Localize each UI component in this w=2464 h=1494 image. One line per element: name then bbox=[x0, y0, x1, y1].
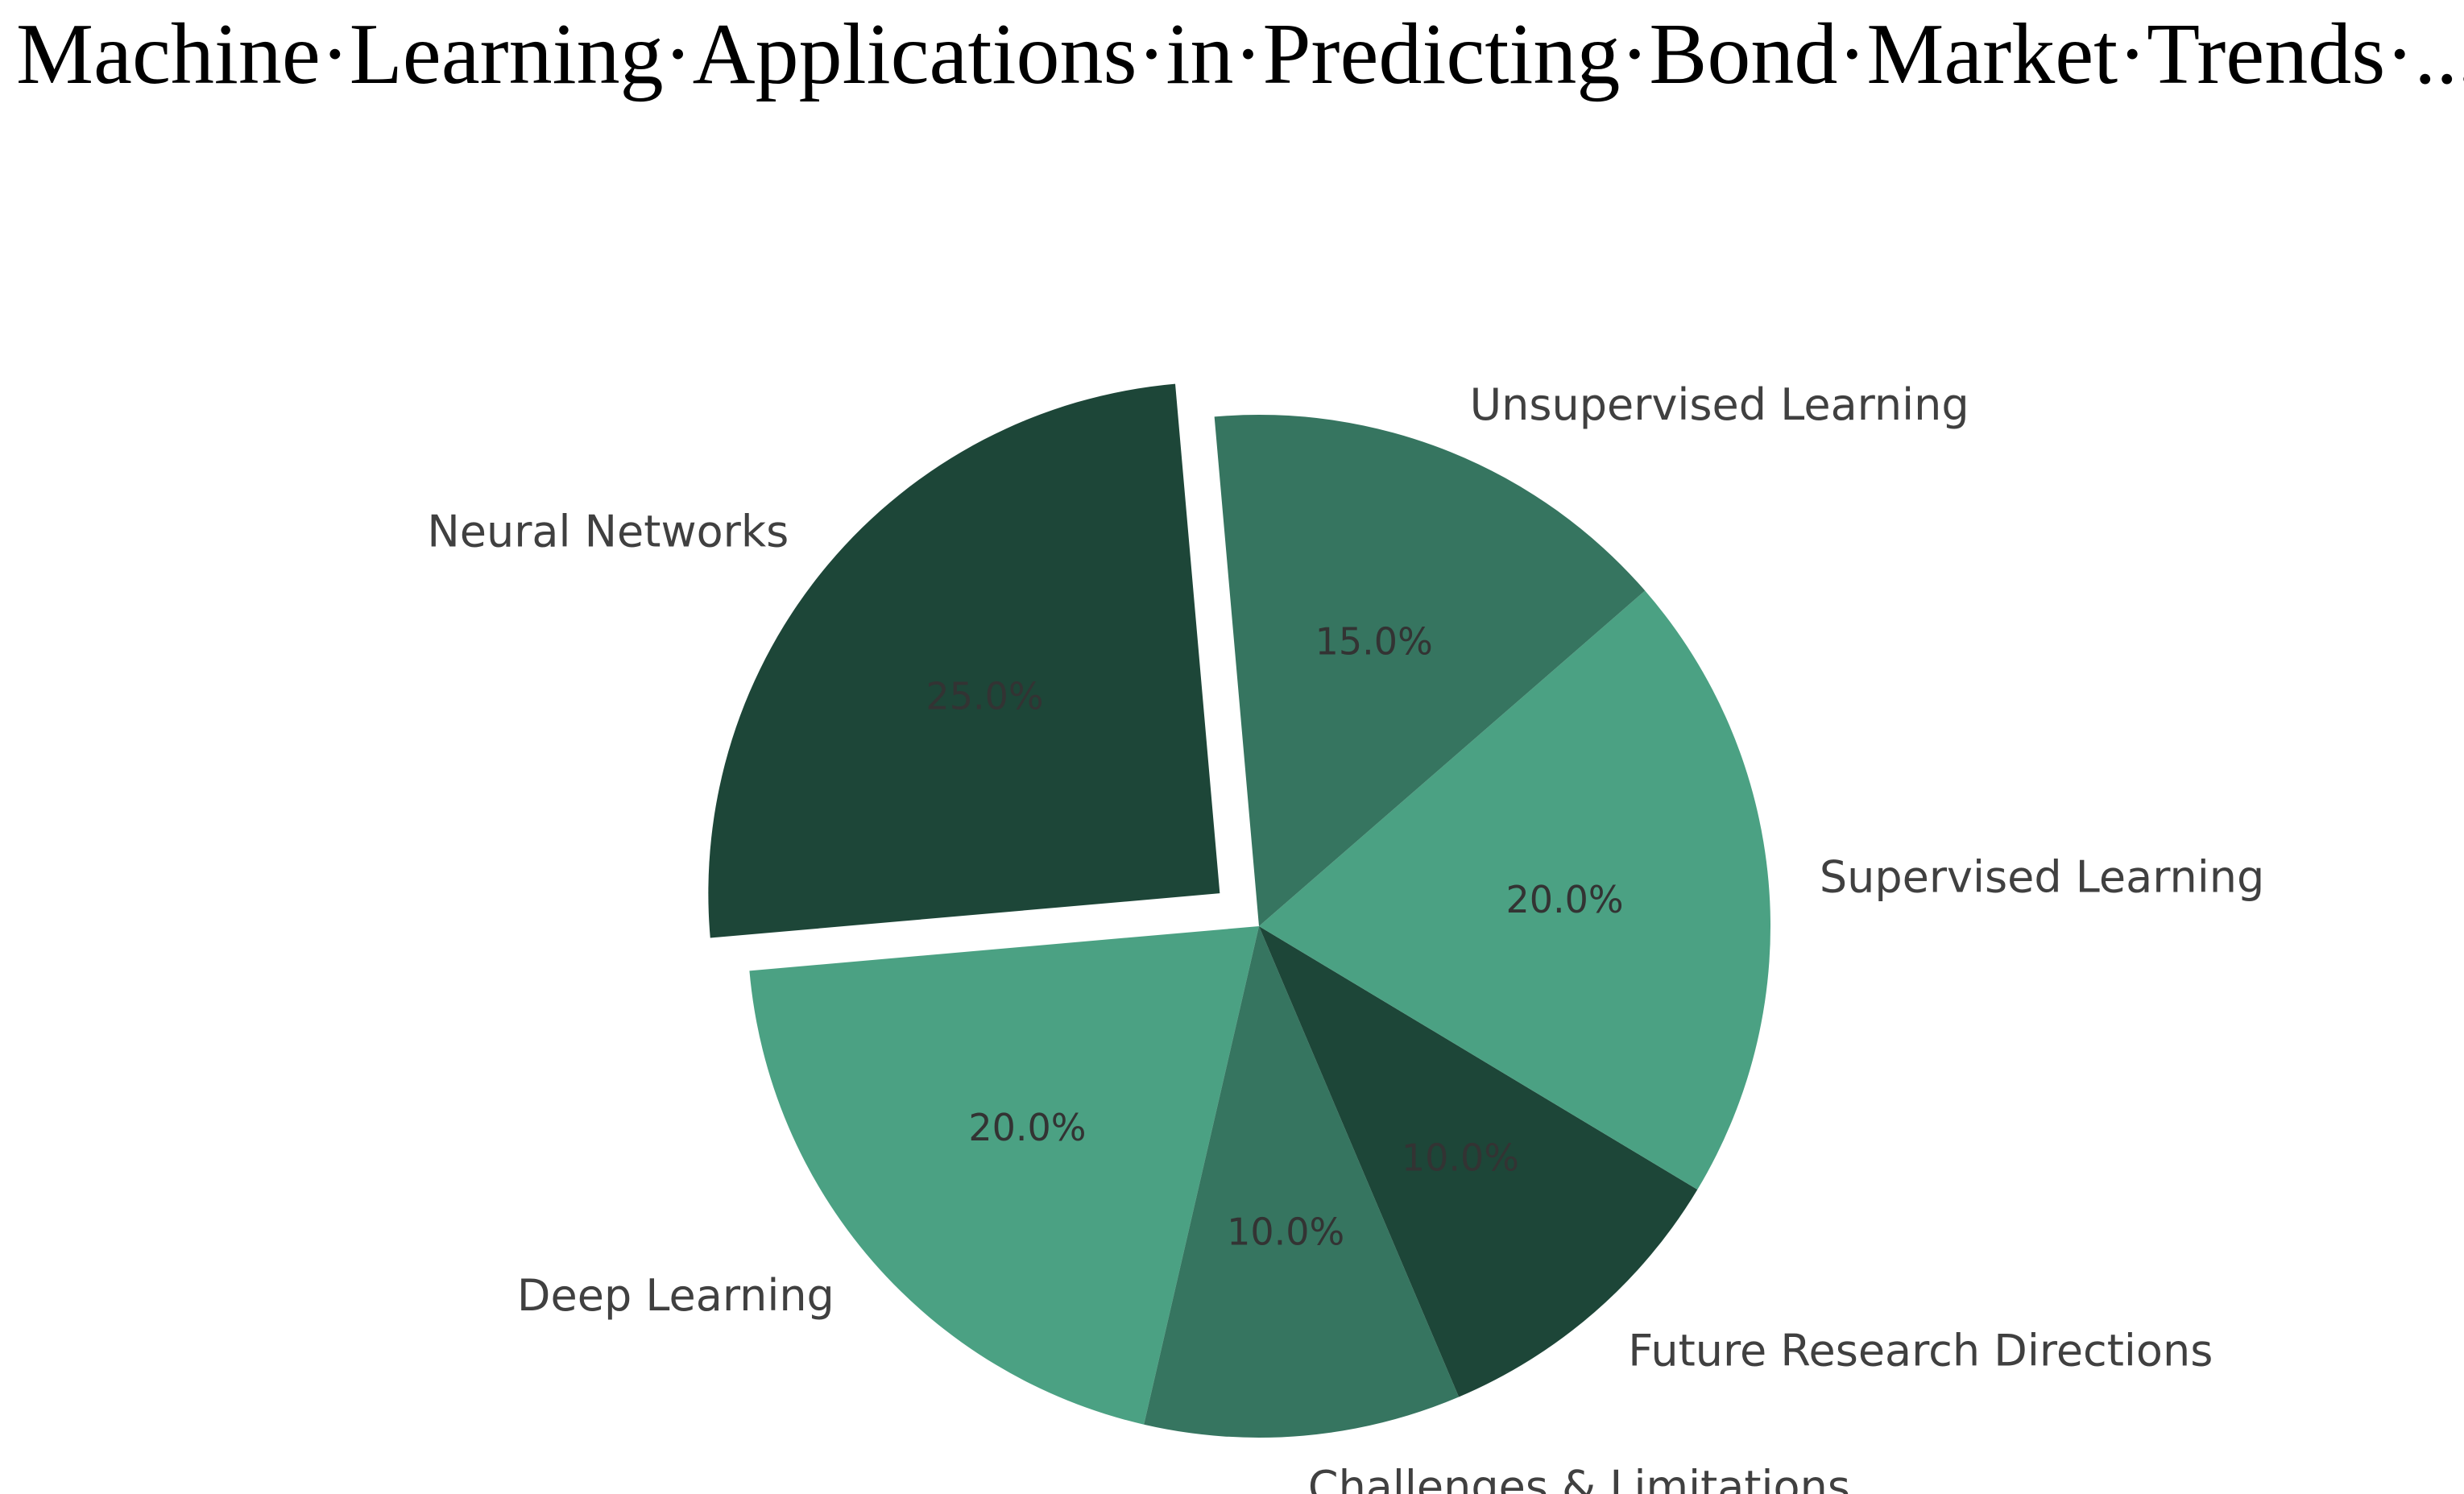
pct-label-neural-networks: 25.0% bbox=[926, 674, 1043, 718]
pie-slice-deep-learning bbox=[749, 926, 1259, 1425]
pie-slice-future-research-directions bbox=[1259, 926, 1698, 1397]
pie-slices bbox=[708, 383, 1770, 1438]
pie-labels: 25.0% Neural Networks 20.0% Deep Learning 10… bbox=[427, 379, 2264, 1494]
category-label-future-research-directions: Future Research Directions bbox=[1628, 1326, 2213, 1376]
page-title: Machine·Learning·Applications·in·Predict… bbox=[16, 6, 2464, 102]
pie-slice-unsupervised-learning bbox=[1214, 415, 1646, 926]
pct-label-deep-learning: 20.0% bbox=[968, 1106, 1086, 1149]
pie-slice-supervised-learning bbox=[1259, 590, 1770, 1190]
pct-label-challenges-and-limitations: 10.0% bbox=[1227, 1211, 1344, 1254]
pct-label-supervised-learning: 20.0% bbox=[1505, 878, 1623, 921]
category-label-supervised-learning: Supervised Learning bbox=[1820, 852, 2264, 903]
category-label-challenges-and-limitations: Challenges & Limitations bbox=[1308, 1461, 1850, 1494]
pie-slice-challenges-and-limitations bbox=[1144, 926, 1460, 1438]
pct-label-unsupervised-learning: 15.0% bbox=[1315, 620, 1433, 664]
pct-label-future-research-directions: 10.0% bbox=[1402, 1136, 1519, 1180]
category-label-deep-learning: Deep Learning bbox=[517, 1270, 834, 1321]
pie-slice-neural-networks bbox=[708, 383, 1220, 938]
category-label-neural-networks: Neural Networks bbox=[427, 507, 789, 557]
category-label-unsupervised-learning: Unsupervised Learning bbox=[1470, 379, 1969, 430]
